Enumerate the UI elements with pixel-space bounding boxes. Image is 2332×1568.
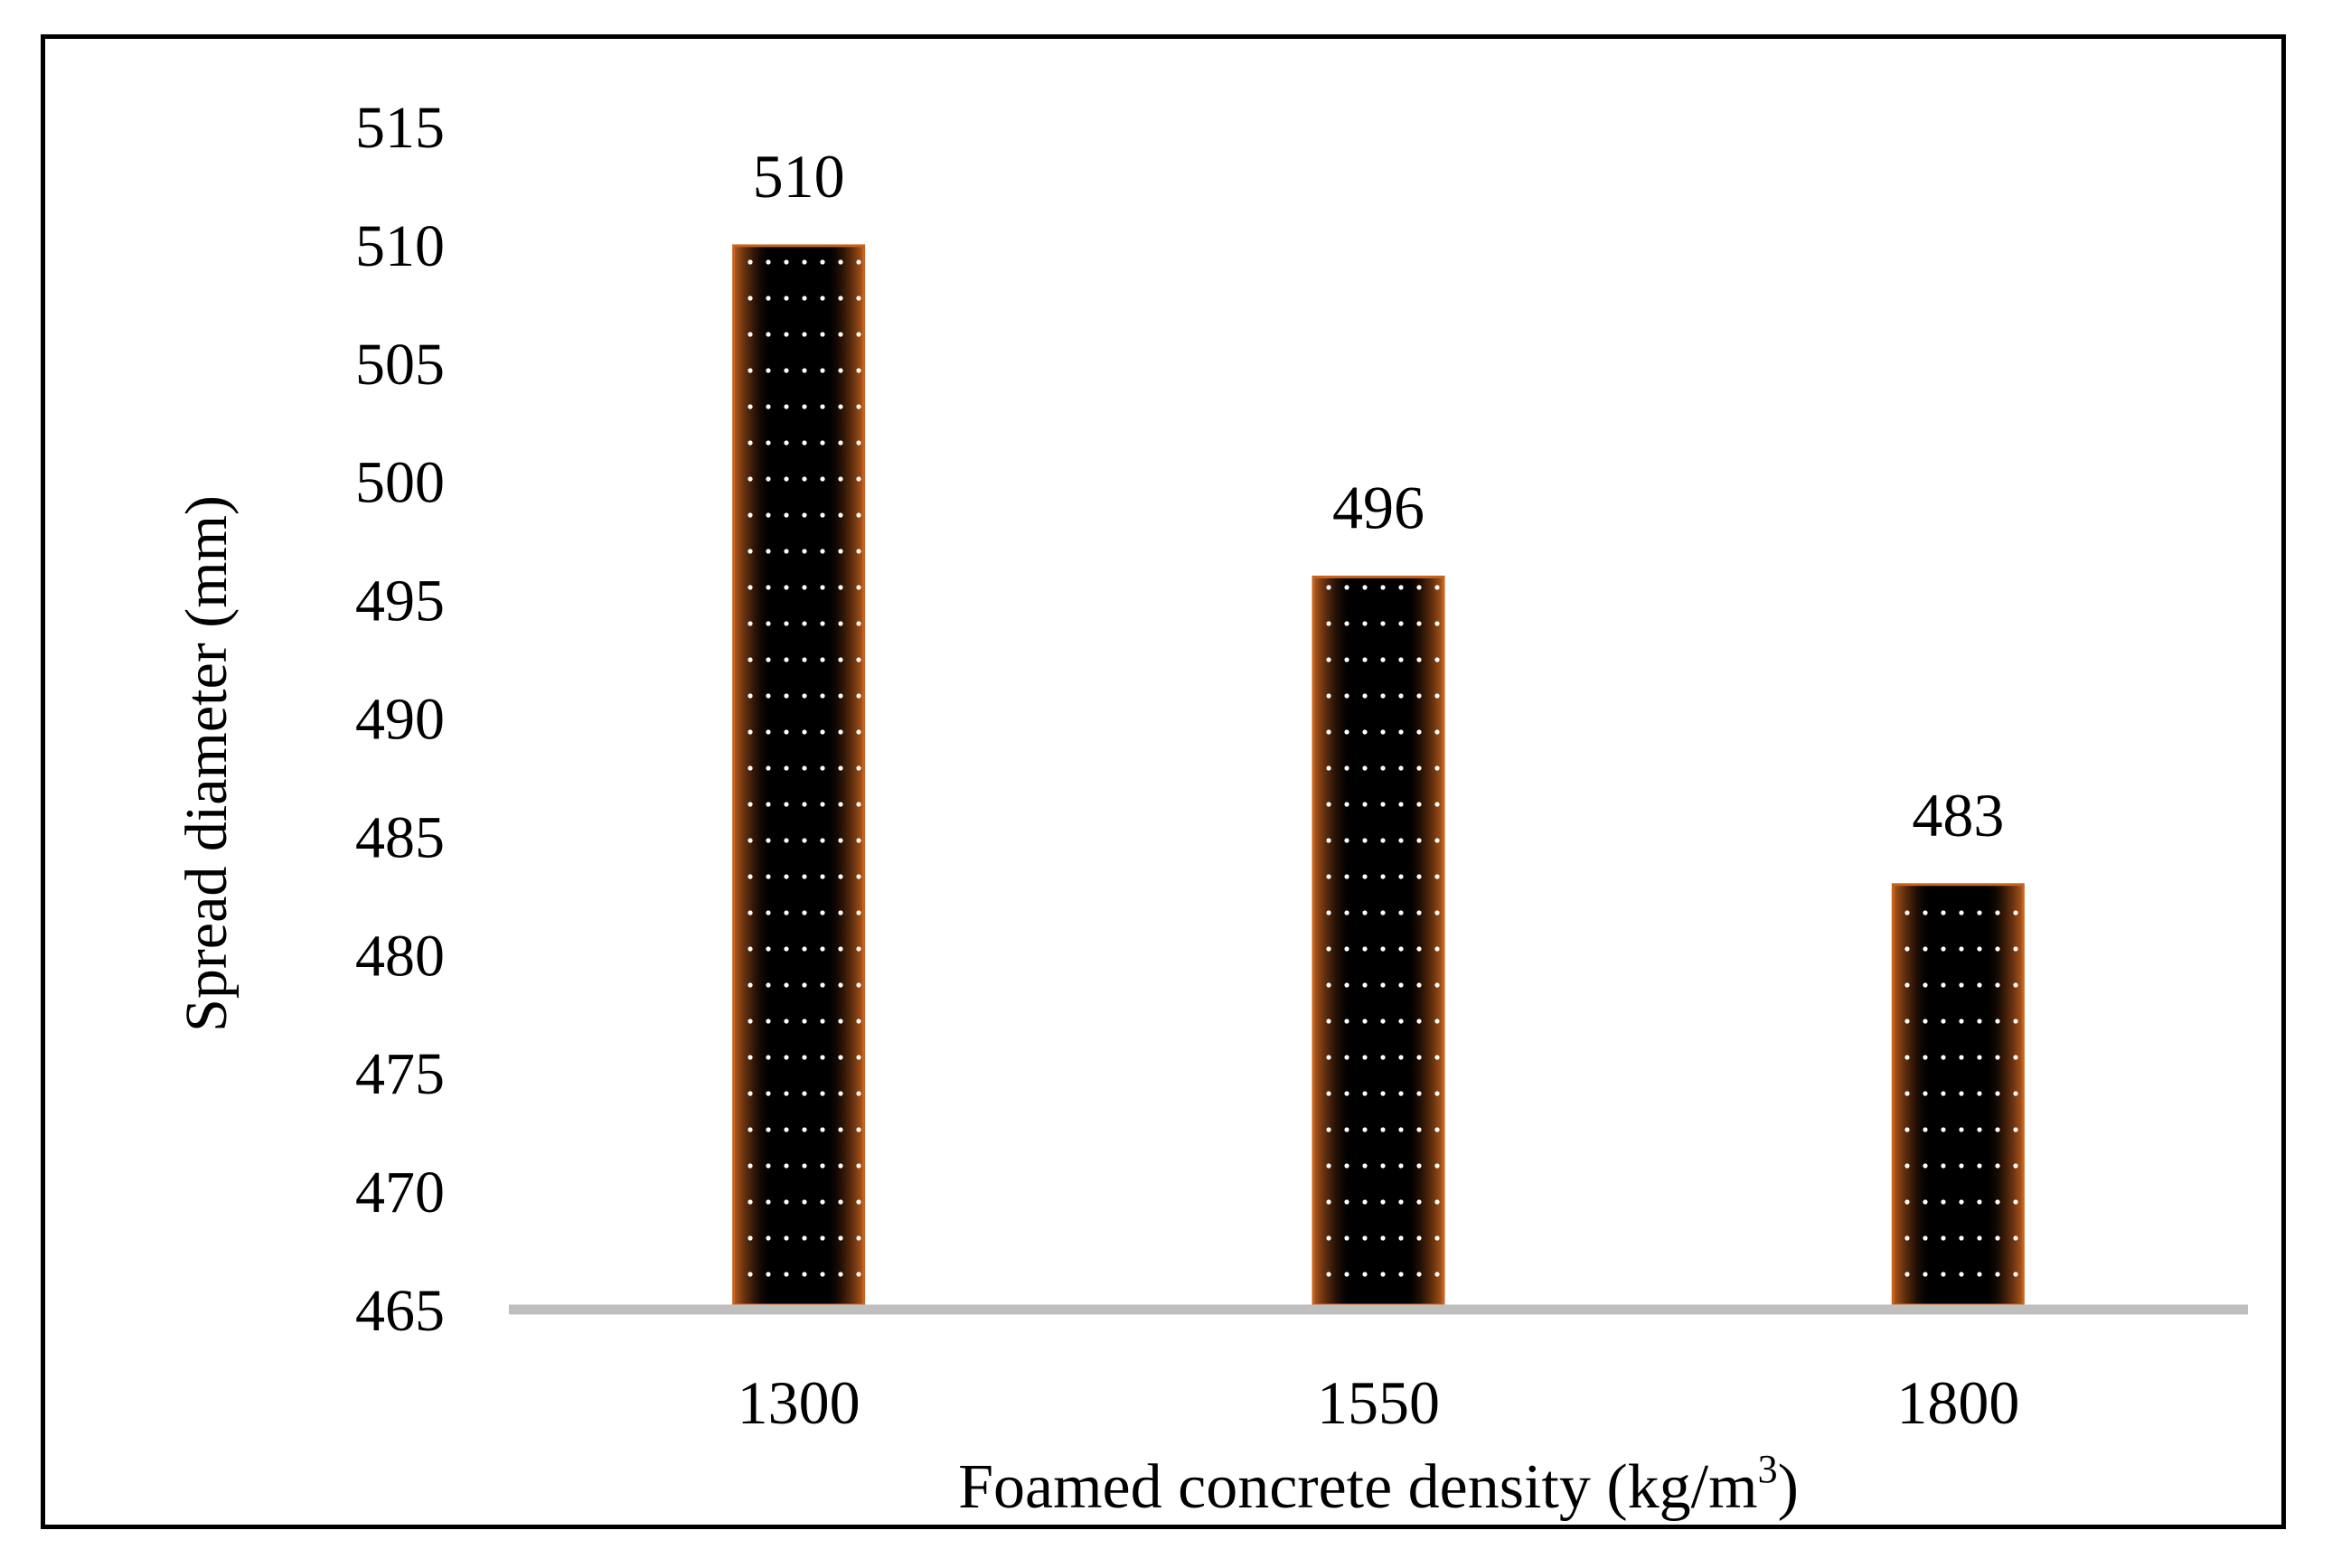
bar [732, 244, 866, 1307]
x-axis-label-main: Foamed concrete density (kg/m [958, 1452, 1757, 1522]
y-tick-label: 475 [355, 1041, 445, 1107]
x-axis-label-end: ) [1778, 1452, 1799, 1522]
x-tick-label: 1800 [1896, 1368, 2019, 1437]
x-axis-label-superscript: 3 [1758, 1447, 1778, 1491]
y-tick-label: 465 [355, 1278, 445, 1344]
y-tick-label: 515 [355, 95, 445, 161]
y-axis-ticks: 465 470 475 480 485 490 495 500 505 510 515 [355, 95, 445, 1344]
bar [1312, 575, 1445, 1307]
y-tick-label: 480 [355, 923, 445, 989]
y-tick-label: 500 [355, 450, 445, 516]
x-tick-label: 1300 [738, 1368, 860, 1437]
y-tick-label: 495 [355, 568, 445, 634]
y-tick-label: 485 [355, 804, 445, 870]
bars: 510 496 483 [732, 142, 2025, 1307]
x-tick-label: 1550 [1317, 1368, 1440, 1437]
bar-data-label: 483 [1912, 781, 2004, 850]
x-axis-ticks: 1300 1550 1800 [738, 1368, 2020, 1437]
bar-data-label: 496 [1332, 473, 1425, 541]
bar-dot-pattern [1892, 883, 2025, 1305]
x-axis-label: Foamed concrete density (kg/m3) [958, 1447, 1799, 1522]
bar-data-label: 510 [753, 142, 845, 211]
bar-dot-pattern [1312, 576, 1444, 1305]
y-axis-label: Spread diameter (mm) [174, 495, 240, 1032]
y-tick-label: 470 [355, 1160, 445, 1225]
y-tick-label: 490 [355, 687, 445, 753]
y-tick-label: 505 [355, 332, 445, 398]
bar [1891, 883, 2025, 1307]
y-tick-label: 510 [355, 213, 445, 279]
bar-dot-pattern [732, 244, 865, 1305]
